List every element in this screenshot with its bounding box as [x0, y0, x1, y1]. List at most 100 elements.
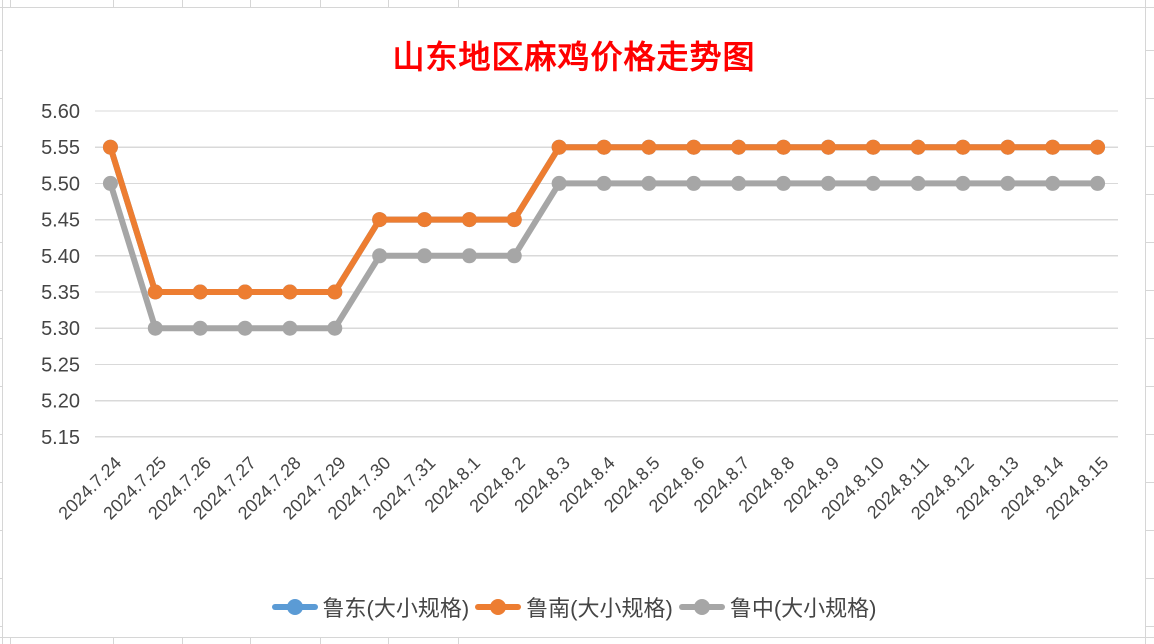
data-point-1	[955, 139, 971, 155]
data-point-1	[102, 139, 118, 155]
data-point-2	[551, 175, 567, 191]
data-point-1	[417, 212, 433, 228]
data-point-2	[372, 248, 388, 264]
sheet-column-line-left	[2, 0, 3, 644]
data-point-2	[506, 248, 522, 264]
data-point-2	[192, 320, 208, 336]
data-point-2	[417, 248, 433, 264]
sheet-cell-boundary	[388, 637, 389, 644]
sheet-cell-boundary	[1146, 386, 1154, 387]
sheet-cell-boundary	[113, 0, 114, 7]
data-point-2	[865, 175, 881, 191]
sheet-cell-boundary	[0, 146, 2, 147]
sheet-cell-boundary	[1146, 194, 1154, 195]
data-point-1	[282, 284, 298, 300]
sheet-cell-boundary	[0, 578, 2, 579]
data-point-1	[731, 139, 747, 155]
sheet-cell-boundary	[1146, 290, 1154, 291]
sheet-column-line-right	[1145, 0, 1146, 644]
sheet-cell-boundary	[0, 338, 2, 339]
sheet-cell-boundary	[10, 637, 11, 644]
data-point-2	[1090, 175, 1106, 191]
data-point-1	[641, 139, 657, 155]
sheet-cell-boundary	[250, 637, 251, 644]
y-axis-tick-label: 5.60	[41, 101, 80, 123]
y-axis-tick-label: 5.20	[41, 391, 80, 413]
data-point-2	[327, 320, 343, 336]
chart-title: 山东地区麻鸡价格走势图	[392, 39, 756, 75]
sheet-cell-boundary	[182, 0, 183, 7]
data-point-2	[461, 248, 477, 264]
data-point-1	[910, 139, 926, 155]
sheet-cell-boundary	[1146, 578, 1154, 579]
data-point-1	[1000, 139, 1016, 155]
data-point-1	[596, 139, 612, 155]
y-axis-tick-label: 5.40	[41, 246, 80, 268]
price-trend-chart[interactable]: 山东地区麻鸡价格走势图 5.60 5.55 5.50 5.45 5.40 5.35 5.30…	[3, 8, 1145, 637]
y-axis-tick-label: 5.30	[41, 318, 80, 340]
data-point-1	[1045, 139, 1061, 155]
data-point-2	[282, 320, 298, 336]
legend-item-lunan[interactable]: 鲁南(大小规格)	[475, 591, 673, 623]
sheet-cell-boundary	[1146, 482, 1154, 483]
data-point-1	[147, 284, 163, 300]
data-point-2	[102, 175, 118, 191]
data-point-2	[641, 175, 657, 191]
y-axis-tick-label: 5.45	[41, 210, 80, 232]
sheet-cell-boundary	[1146, 50, 1154, 51]
legend-label-ludong: 鲁东(大小规格)	[322, 596, 470, 621]
sheet-cell-boundary	[1146, 146, 1154, 147]
sheet-row-line-top	[0, 7, 1154, 8]
data-point-1	[506, 212, 522, 228]
sheet-cell-boundary	[113, 637, 114, 644]
data-point-1	[686, 139, 702, 155]
data-point-2	[955, 175, 971, 191]
data-point-2	[237, 320, 253, 336]
data-point-1	[192, 284, 208, 300]
sheet-cell-boundary	[182, 637, 183, 644]
data-point-2	[147, 320, 163, 336]
data-point-2	[1000, 175, 1016, 191]
sheet-cell-boundary	[0, 194, 2, 195]
sheet-cell-boundary	[458, 0, 459, 7]
data-point-1	[865, 139, 881, 155]
data-point-1	[820, 139, 836, 155]
sheet-cell-boundary	[0, 98, 2, 99]
sheet-cell-boundary	[1146, 98, 1154, 99]
sheet-cell-boundary	[1146, 242, 1154, 243]
sheet-cell-boundary	[1146, 530, 1154, 531]
data-point-1	[237, 284, 253, 300]
sheet-cell-boundary	[250, 0, 251, 7]
sheet-cell-boundary	[0, 530, 2, 531]
ludong-series-swatch-icon	[271, 598, 318, 616]
y-axis-tick-label: 5.50	[41, 173, 80, 195]
y-axis-tick-label: 5.15	[41, 427, 80, 449]
sheet-cell-boundary	[0, 290, 2, 291]
sheet-cell-boundary	[0, 434, 2, 435]
sheet-cell-boundary	[0, 386, 2, 387]
sheet-cell-boundary	[1146, 626, 1154, 627]
sheet-row-line-bottom	[0, 637, 1154, 638]
sheet-cell-boundary	[0, 626, 2, 627]
y-axis-tick-label: 5.25	[41, 354, 80, 376]
legend-label-luzhong: 鲁中(大小规格)	[729, 596, 877, 621]
legend-item-ludong[interactable]: 鲁东(大小规格)	[271, 591, 470, 623]
data-point-2	[1045, 175, 1061, 191]
legend-item-luzhong[interactable]: 鲁中(大小规格)	[678, 591, 877, 623]
data-point-2	[596, 175, 612, 191]
data-point-2	[910, 175, 926, 191]
data-point-1	[461, 212, 477, 228]
sheet-cell-boundary	[320, 637, 321, 644]
sheet-cell-boundary	[1146, 434, 1154, 435]
data-point-1	[775, 139, 791, 155]
data-point-1	[1090, 139, 1106, 155]
y-axis-tick-label: 5.35	[41, 282, 80, 304]
data-point-2	[731, 175, 747, 191]
sheet-cell-boundary	[458, 637, 459, 644]
plot-area: 5.60 5.55 5.50 5.45 5.40 5.35 5.30 5.25 5.20 5.15…	[41, 101, 1118, 523]
data-point-1	[372, 212, 388, 228]
legend-label-lunan: 鲁南(大小规格)	[526, 596, 673, 621]
sheet-cell-boundary	[320, 0, 321, 7]
data-point-1	[327, 284, 343, 300]
